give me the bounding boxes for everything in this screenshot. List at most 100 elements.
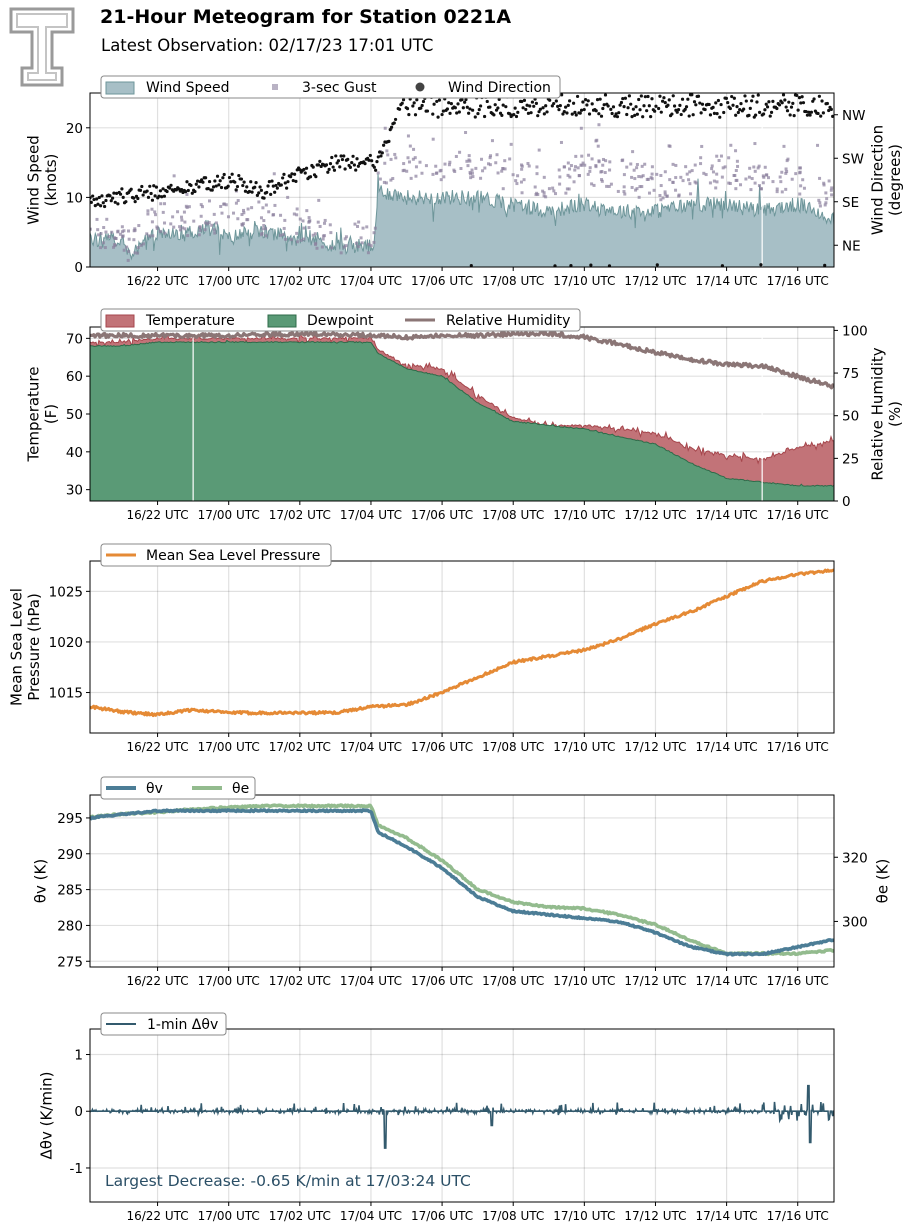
gust-marker <box>384 181 388 185</box>
gust-marker <box>302 226 306 230</box>
gust-marker <box>318 224 322 228</box>
legend-marker <box>272 84 278 90</box>
y2-tick-label: 300 <box>842 914 868 930</box>
gust-marker <box>99 232 103 236</box>
direction-marker <box>455 111 459 115</box>
direction-marker <box>237 173 241 178</box>
direction-marker <box>742 107 746 111</box>
gust-marker <box>197 233 201 237</box>
gust-marker <box>790 177 794 181</box>
dewpoint-area <box>90 340 834 501</box>
direction-marker <box>771 99 775 103</box>
gust-marker <box>264 203 268 207</box>
y-tick-label: 10 <box>66 190 83 206</box>
gust-marker <box>652 188 656 192</box>
gust-marker <box>503 167 507 171</box>
direction-marker <box>796 108 800 112</box>
gust-marker <box>342 245 346 249</box>
direction-marker <box>750 99 754 103</box>
gust-marker <box>155 225 159 229</box>
gust-marker <box>558 175 562 179</box>
gust-marker <box>328 223 332 227</box>
direction-marker <box>703 107 707 112</box>
gust-marker <box>564 191 568 195</box>
direction-marker <box>186 188 190 193</box>
direction-marker <box>482 114 487 119</box>
direction-marker <box>227 175 232 180</box>
gust-marker <box>537 148 541 152</box>
gust-marker <box>822 181 826 185</box>
direction-marker <box>678 103 682 108</box>
gust-marker <box>714 186 718 190</box>
direction-marker <box>283 181 287 185</box>
gust-marker <box>799 184 803 188</box>
direction-marker <box>400 101 404 105</box>
direction-marker <box>676 108 681 112</box>
direction-marker <box>291 178 295 183</box>
gust-marker <box>753 169 757 173</box>
gust-marker <box>535 165 539 169</box>
gust-marker <box>594 164 598 168</box>
gust-marker <box>408 144 412 148</box>
direction-marker <box>485 99 489 104</box>
direction-marker <box>765 105 770 109</box>
direction-marker <box>809 110 814 114</box>
direction-marker <box>797 96 802 100</box>
direction-marker <box>659 110 663 114</box>
direction-marker <box>378 150 382 154</box>
direction-marker <box>554 99 558 103</box>
direction-marker <box>542 112 546 116</box>
theta-v-line <box>90 808 834 957</box>
gust-marker <box>522 178 526 182</box>
x-tick-label: 17/16 UTC <box>767 508 829 522</box>
gust-marker <box>728 182 732 186</box>
y-tick-label: 295 <box>57 811 83 827</box>
gust-marker <box>581 161 585 165</box>
direction-marker <box>469 263 473 267</box>
gust-marker <box>321 237 325 241</box>
direction-marker <box>687 114 691 118</box>
direction-marker <box>124 200 128 204</box>
direction-marker <box>368 153 372 158</box>
gust-marker <box>694 181 698 185</box>
y-axis-label-line: Δθv (K/min) <box>37 1072 55 1160</box>
y2-axis-label-line: (%) <box>886 401 904 427</box>
direction-marker <box>363 161 367 166</box>
gust-marker <box>759 187 763 191</box>
direction-marker <box>671 94 675 98</box>
direction-marker <box>598 97 602 101</box>
gust-marker <box>292 212 296 216</box>
gust-marker <box>329 231 333 235</box>
direction-marker <box>432 102 436 106</box>
gust-marker <box>568 167 572 171</box>
gust-marker <box>367 242 371 246</box>
gust-marker <box>391 176 395 180</box>
gust-marker <box>733 174 737 178</box>
gust-marker <box>603 171 607 175</box>
thermo-series-group <box>90 327 834 501</box>
gust-marker <box>489 154 493 158</box>
direction-marker <box>817 94 821 98</box>
x-tick-label: 17/14 UTC <box>696 974 758 988</box>
direction-marker <box>133 200 137 204</box>
gust-marker <box>541 189 545 193</box>
gust-marker <box>818 201 822 205</box>
direction-marker <box>460 97 464 102</box>
gust-marker <box>259 216 263 220</box>
gust-marker <box>661 196 665 200</box>
direction-marker <box>799 101 803 105</box>
gust-marker <box>552 189 556 193</box>
gust-marker <box>677 193 681 197</box>
direction-marker <box>149 191 153 196</box>
y-tick-label: 1 <box>74 1048 83 1064</box>
x-tick-label: 17/10 UTC <box>553 974 615 988</box>
gust-marker <box>464 131 468 135</box>
direction-marker <box>619 100 624 105</box>
gust-marker <box>785 170 789 174</box>
direction-marker <box>266 184 270 188</box>
direction-marker <box>254 181 258 185</box>
gust-marker <box>559 140 563 144</box>
x-tick-label: 17/04 UTC <box>340 274 402 288</box>
direction-marker <box>214 184 218 188</box>
direction-marker <box>755 100 759 104</box>
